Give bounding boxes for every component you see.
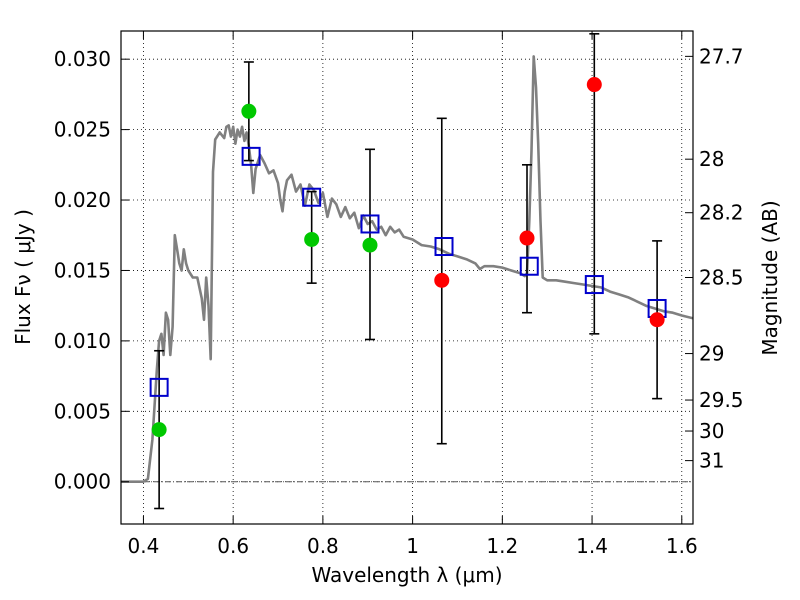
- x-tick-label: 1.2: [486, 534, 518, 558]
- detection-point: [304, 231, 320, 247]
- right-tick-label: 27.7: [699, 44, 744, 68]
- y-tick-label: 0.020: [54, 188, 111, 212]
- x-tick-label: 0.4: [128, 534, 160, 558]
- right-axis-title: Magnitude (AB): [758, 200, 782, 355]
- y-tick-label: 0.000: [54, 470, 111, 494]
- detection-point: [362, 237, 378, 253]
- y-axis-title: Flux Fν ( μJy ): [11, 209, 35, 345]
- right-tick-label: 29: [699, 342, 724, 366]
- right-tick-label: 28.5: [699, 266, 744, 290]
- model-spectrum-layer: [121, 55, 693, 483]
- model-photometry-square: [519, 256, 539, 276]
- model-photometry-square: [360, 214, 380, 234]
- model-photometry-square: [584, 275, 604, 295]
- right-tick-label: 29.5: [699, 388, 744, 412]
- x-tick-label: 0.6: [217, 534, 249, 558]
- y-tick-label: 0.005: [54, 399, 111, 423]
- model-photometry-square: [302, 187, 322, 207]
- x-tick-label: 1.6: [666, 534, 698, 558]
- model-photometry-square: [434, 237, 454, 257]
- y-tick-label: 0.030: [54, 47, 111, 71]
- nondetection-point: [434, 272, 450, 288]
- x-tick-label: 1.4: [576, 534, 608, 558]
- right-tick-label: 28.2: [699, 201, 744, 225]
- nondetection-point: [519, 230, 535, 246]
- x-tick-label: 0.8: [307, 534, 339, 558]
- model-spectrum-line: [121, 55, 693, 483]
- nondetection-point: [586, 77, 602, 93]
- detection-point: [151, 422, 167, 438]
- y-tick-label: 0.025: [54, 118, 111, 142]
- x-axis-title: Wavelength λ (μm): [311, 563, 502, 587]
- x-tick-label: 1: [406, 534, 419, 558]
- y-tick-label: 0.010: [54, 329, 111, 353]
- marker-layer: [149, 77, 667, 438]
- right-tick-label: 30: [699, 419, 724, 443]
- right-tick-label: 31: [699, 449, 724, 473]
- model-photometry-square: [241, 146, 261, 166]
- axis-ticks: 0.4 0.6 0.8 1 1.2 1.4 1.6 0.000 0.005 0.010 0.015 0…: [54, 31, 744, 558]
- right-tick-label: 28: [699, 147, 724, 171]
- nondetection-point: [649, 312, 665, 328]
- model-photometry-square: [149, 377, 169, 397]
- detection-point: [241, 103, 257, 119]
- y-tick-label: 0.015: [54, 258, 111, 282]
